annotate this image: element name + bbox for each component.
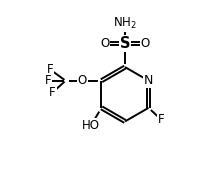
Text: S: S	[120, 36, 130, 51]
Text: N: N	[144, 74, 153, 87]
Text: F: F	[45, 74, 51, 87]
Text: O: O	[78, 74, 87, 87]
Text: F: F	[46, 63, 53, 76]
Text: NH$_2$: NH$_2$	[113, 16, 137, 31]
Text: HO: HO	[82, 119, 100, 132]
Text: F: F	[157, 113, 164, 126]
Text: F: F	[49, 86, 56, 99]
Text: O: O	[141, 37, 150, 50]
Text: O: O	[100, 37, 109, 50]
